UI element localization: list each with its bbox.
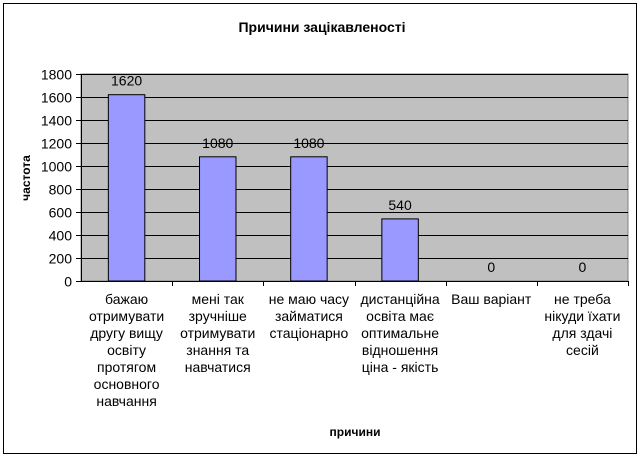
y-tick-label: 400 — [49, 228, 73, 244]
category-label-line: освіту — [107, 342, 146, 358]
category-label-line: займатися — [275, 308, 343, 324]
category-label: не треба нікуди їхати для здачі сесій — [544, 291, 620, 358]
y-tick-label: 200 — [49, 251, 73, 267]
category-label-line: мені так — [192, 291, 245, 307]
category-label-line: оптимальне — [361, 325, 439, 341]
bar — [290, 156, 328, 282]
y-tick-label: 1600 — [41, 90, 72, 106]
y-tick-label: 0 — [64, 274, 72, 290]
bar — [107, 94, 146, 282]
plot-area — [80, 73, 629, 282]
chart-title: Причини зацікавленості — [238, 19, 405, 35]
category-label: Ваш варіант — [451, 291, 532, 307]
category-label: бажаю отримувати другу вищу освіту протягом о… — [89, 291, 164, 409]
data-label: 0 — [579, 259, 587, 275]
category-label: мені так зручніше отримувати знання та навча… — [180, 291, 255, 375]
category-label-line: нікуди їхати — [544, 308, 620, 324]
category-label-line: знання та — [186, 342, 249, 358]
category-label-line: стаціонарно — [270, 325, 349, 341]
category-label-line: протягом — [97, 359, 156, 375]
category-label-line: отримувати — [89, 308, 164, 324]
y-tick-label: 1000 — [41, 159, 72, 175]
category-label-line: для здачі — [552, 325, 612, 341]
category-label-line: сесій — [566, 342, 599, 358]
bar — [199, 156, 237, 282]
y-tick-label: 1200 — [41, 136, 72, 152]
category-label-line: навчатися — [185, 359, 251, 375]
data-label: 1620 — [111, 73, 142, 89]
category-label-line: отримувати — [180, 325, 255, 341]
y-tick-label: 1400 — [41, 113, 72, 129]
category-label-line: не треба — [554, 291, 611, 307]
category-label-line: бажаю — [105, 291, 148, 307]
data-label: 1080 — [293, 135, 324, 151]
y-tick-label: 1800 — [41, 67, 72, 83]
category-label-line: відношення — [362, 342, 438, 358]
category-label-line: дистанційна — [360, 291, 439, 307]
category-label-line: другу вищу — [90, 325, 163, 341]
category-label-line: навчання — [96, 393, 156, 409]
y-tick-label: 800 — [49, 182, 73, 198]
category-label-line: не маю часу — [269, 291, 349, 307]
category-label-line: ціна - якість — [362, 359, 439, 375]
x-axis-title: причини — [330, 425, 381, 439]
category-label-line: освіта має — [366, 308, 434, 324]
category-label: дистанційна освіта має оптимальне відношенн… — [360, 291, 439, 375]
y-tick-label: 600 — [49, 205, 73, 221]
data-label: 0 — [487, 259, 495, 275]
category-label-line: основного — [94, 376, 160, 392]
category-label-line: Ваш варіант — [451, 291, 532, 307]
category-label-line: зручніше — [189, 308, 247, 324]
data-label: 1080 — [202, 135, 233, 151]
y-axis-title: частота — [19, 155, 33, 201]
data-label: 540 — [388, 197, 412, 213]
category-label: не маю часу займатися стаціонарно — [269, 291, 349, 341]
bar — [381, 218, 419, 282]
